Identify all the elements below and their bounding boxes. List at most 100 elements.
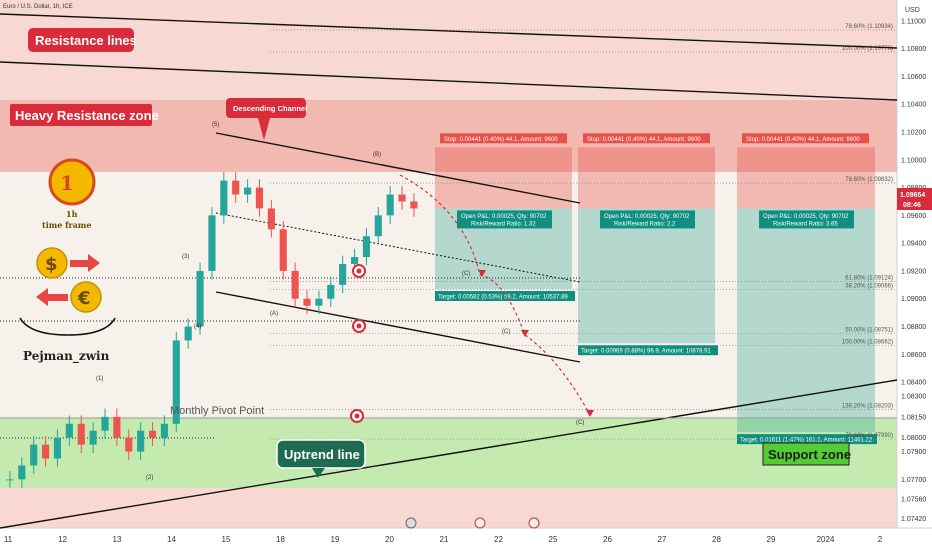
price-tick-15: 1.08150 [901, 414, 926, 421]
wave-label-a: (A) [270, 311, 278, 317]
candle-body-12 [148, 430, 157, 438]
date-tick-7: 20 [385, 535, 394, 544]
wave-label-1: (1) [96, 376, 103, 382]
svg-text:Descending Channel: Descending Channel [233, 104, 307, 113]
euro-coin-icon: € [70, 281, 102, 313]
stop-label-bg-0 [440, 133, 567, 144]
wave-label-b: (B) [373, 152, 381, 158]
lower-zone [0, 488, 897, 528]
clock-icon: 1 [48, 158, 96, 206]
candle-body-34 [410, 201, 418, 209]
channel-middle [215, 212, 581, 283]
price-tick-5: 1.10000 [901, 157, 926, 164]
date-tick-16: 2 [878, 535, 883, 544]
channel-lower [215, 291, 581, 363]
svg-text:Pejman_zwin: Pejman_zwin [23, 349, 110, 364]
candle-body-7 [89, 430, 97, 445]
open-label-b-1: Risk/Reward Ratio: 2.2 [614, 221, 676, 227]
stop-label-bg-1 [583, 133, 710, 144]
svg-text:1.09654: 1.09654 [900, 192, 925, 199]
fib-levels-group: 78.60% (1.10934) 100.00% (1.10776) 78.60% … [270, 24, 897, 440]
date-tick-3: 14 [167, 535, 176, 544]
price-tick-7: 1.09600 [901, 213, 926, 220]
wave-label-c3: (C) [576, 420, 584, 426]
target-marker-3 [350, 409, 364, 423]
event-icon-3 [528, 517, 540, 529]
candle-body-2 [30, 444, 38, 466]
date-tick-1: 12 [58, 535, 67, 544]
target-area-2 [737, 208, 875, 433]
target-label-bg-0 [435, 291, 575, 302]
stop-area-1 [578, 147, 715, 209]
price-tick-20: 1.07420 [901, 516, 926, 523]
candle-body-8 [101, 416, 109, 431]
uptrend-line [0, 379, 898, 529]
date-tick-6: 19 [331, 535, 340, 544]
event-icon-1 [405, 517, 417, 529]
candle-body-15 [184, 326, 192, 341]
candle-body-13 [160, 423, 168, 438]
wave-label-4: (4) [194, 324, 201, 330]
open-label-b-0: Risk/Reward Ratio: 1.32 [471, 221, 536, 227]
monthly-pivot-label: Monthly Pivot Point [170, 405, 264, 417]
candle-body-24 [291, 270, 299, 299]
dollar-coin-icon: $ [36, 247, 68, 279]
price-tick-11: 1.08800 [901, 324, 926, 331]
heavy-resistance-callout: Heavy Resistance zone [10, 104, 159, 126]
date-tick-2: 13 [113, 535, 122, 544]
fib-label-2: 78.60% (1.09832) [845, 177, 893, 183]
wave-label-3: (3) [182, 254, 189, 260]
stop-label-1: Stop: 0.00441 (0.40%) 44.1, Amount: 9600 [587, 137, 701, 143]
descending-channel-callout: Descending Channel [226, 98, 307, 140]
date-tick-12: 27 [658, 535, 667, 544]
uptrend-line-callout: Uptrend line [276, 439, 366, 478]
price-tick-16: 1.08000 [901, 435, 926, 442]
target-label-0: Target: 0.00582 (0.53%) 58.2, Amount: 10… [438, 295, 568, 301]
svg-text:time frame: time frame [42, 220, 91, 230]
arrow-right-icon [70, 254, 100, 272]
target-label-bg-1 [578, 345, 718, 356]
author-branding: 1 1h time frame $ € Pejman_zwin [19, 158, 116, 364]
price-tick-10: 1.09000 [901, 296, 926, 303]
open-label-a-2: Open P&L: 0.00025, Qty: 90702 [763, 214, 849, 220]
open-label-a-1: Open P&L: 0.00025, Qty: 90702 [604, 214, 690, 220]
price-tick-19: 1.07560 [901, 496, 926, 503]
candle-body-9 [113, 416, 121, 438]
stop-area-2 [737, 147, 875, 209]
fib-label-5: 50.00% (1.08751) [845, 327, 893, 333]
current-price-tag: 1.09654 08:46 [897, 188, 932, 210]
stop-label-bg-2 [742, 133, 869, 144]
fib-label-6: 100.00% (1.08662) [842, 340, 893, 346]
price-tick-2: 1.10600 [901, 74, 926, 81]
open-label-b-2: Risk/Reward Ratio: 3.65 [773, 221, 838, 227]
candle-body-25 [303, 298, 311, 306]
channel-upper [215, 132, 581, 204]
candle-body-0 [6, 479, 14, 481]
candle-body-30 [362, 236, 370, 258]
fib-label-8: 78.60% (1.07990) [845, 433, 893, 439]
candle-body-11 [137, 430, 145, 452]
resistance-line-1 [0, 13, 898, 49]
price-tick-18: 1.07700 [901, 477, 926, 484]
resistance-lines-callout: Resistance lines [28, 28, 137, 52]
price-tick-9: 1.09200 [901, 268, 926, 275]
arrow-left-icon [36, 288, 68, 306]
positions-group: Stop: 0.00441 (0.40%) 44.1, Amount: 9600… [435, 133, 877, 445]
svg-text:$: $ [45, 254, 58, 275]
candle-body-19 [232, 180, 240, 195]
date-tick-9: 22 [494, 535, 503, 544]
svg-text:€: € [77, 288, 91, 309]
date-tick-13: 28 [712, 535, 721, 544]
fib-label-3: 61.80% (1.09124) [845, 276, 893, 282]
wave-label-5: (5) [212, 122, 219, 128]
target-label-1: Target: 0.00969 (0.88%) 96.9, Amount: 10… [581, 349, 711, 355]
chart-title: Euro / U.S. Dollar, 1h, ICE [3, 4, 73, 10]
candle-body-14 [172, 340, 180, 424]
svg-text:08:46: 08:46 [903, 202, 921, 209]
svg-text:Heavy Resistance zone: Heavy Resistance zone [15, 108, 159, 123]
svg-text:1h: 1h [66, 209, 78, 219]
svg-text:Uptrend line: Uptrend line [284, 447, 360, 462]
open-label-bg-1 [600, 210, 695, 229]
date-tick-14: 29 [767, 535, 776, 544]
stop-area-0 [435, 147, 572, 209]
